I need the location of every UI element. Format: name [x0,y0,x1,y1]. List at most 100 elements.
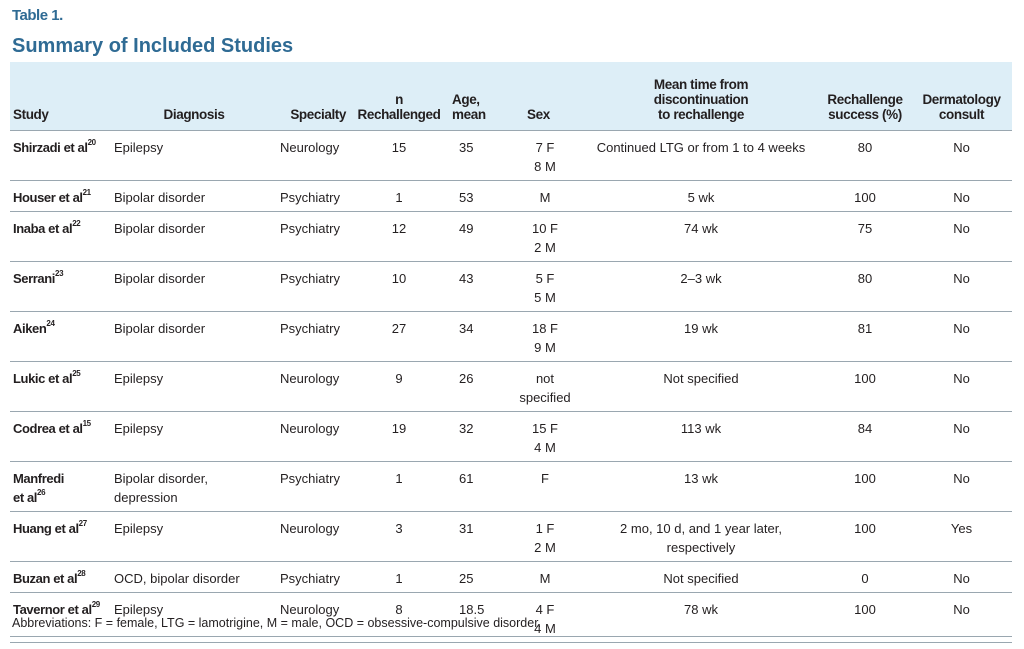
cell-age: 34 [449,311,507,362]
cell-derm: No [911,411,1012,462]
cell-derm: No [911,461,1012,512]
cell-sex: F [507,461,583,512]
cell-diagnosis: Bipolar disorder, depression [111,461,277,512]
table-row: Serrani23 Bipolar disorder Psychiatry 10 43 5… [10,261,1012,312]
cell-success: 100 [819,361,911,412]
cell-success: 84 [819,411,911,462]
cell-study: Tavernor et al29 [10,592,111,643]
cell-specialty: Neurology [277,361,349,412]
cell-specialty: Psychiatry [277,311,349,362]
cell-time: 5 wk [583,180,819,212]
cell-sex: 5 F 5 M [507,261,583,312]
table-row: Lukic et al25 Epilepsy Neurology 9 26 not spe… [10,361,1012,412]
cell-time: 2 mo, 10 d, and 1 year later, respective… [583,511,819,562]
study-name: Buzan et al [13,570,78,586]
cell-diagnosis: Epilepsy [111,361,277,412]
cell-time: Continued LTG or from 1 to 4 weeks [583,130,819,181]
cell-age: 26 [449,361,507,412]
cell-specialty: Neurology [277,511,349,562]
cell-time: 78 wk [583,592,819,643]
cell-age: 25 [449,561,507,593]
cell-time: Not specified [583,361,819,412]
cell-diagnosis: Epilepsy [111,511,277,562]
cell-sex: 4 F 4 M [507,592,583,643]
cell-time: 74 wk [583,211,819,262]
reference-number: 22 [72,218,81,228]
cell-age: 49 [449,211,507,262]
cell-n: 10 [349,261,449,312]
cell-success: 100 [819,180,911,212]
column-header: Specialty [277,62,349,131]
study-name: Huang et al [13,520,79,536]
cell-age: 61 [449,461,507,512]
cell-age: 31 [449,511,507,562]
cell-diagnosis: Epilepsy [111,592,277,643]
cell-study: Serrani23 [10,261,111,312]
cell-success: 75 [819,211,911,262]
table-row: Tavernor et al29 Epilepsy Neurology 8 18.5 4 … [10,592,1012,643]
cell-study: Inaba et al22 [10,211,111,262]
study-name: Houser et al [13,189,83,205]
cell-study: Huang et al27 [10,511,111,562]
cell-derm: Yes [911,511,1012,562]
cell-n: 8 [349,592,449,643]
bottom-rule [10,636,1012,637]
cell-derm: No [911,211,1012,262]
cell-diagnosis: Bipolar disorder [111,180,277,212]
cell-sex: not specified [507,361,583,412]
cell-specialty: Neurology [277,130,349,181]
cell-derm: No [911,130,1012,181]
reference-number: 20 [87,137,97,147]
cell-specialty: Psychiatry [277,561,349,593]
reference-number: 21 [82,187,92,197]
cell-specialty: Psychiatry [277,180,349,212]
cell-success: 100 [819,592,911,643]
cell-sex: 7 F 8 M [507,130,583,181]
studies-table: Study Diagnosis Specialty n Rechallenged Age… [10,62,1012,643]
cell-n: 1 [349,561,449,593]
cell-age: 43 [449,261,507,312]
cell-time: 113 wk [583,411,819,462]
cell-study: Shirzadi et al20 [10,130,111,181]
cell-study: Aiken24 [10,311,111,362]
cell-diagnosis: Bipolar disorder [111,261,277,312]
cell-study: Codrea et al15 [10,411,111,462]
table-row: Shirzadi et al20 Epilepsy Neurology 15 35 7 F… [10,130,1012,181]
cell-study: Lukic et al25 [10,361,111,412]
cell-n: 3 [349,511,449,562]
cell-n: 15 [349,130,449,181]
cell-diagnosis: Bipolar disorder [111,211,277,262]
table-row: Inaba et al22 Bipolar disorder Psychiatry 1… [10,211,1012,262]
cell-sex: 10 F 2 M [507,211,583,262]
study-name: Aiken [13,320,47,336]
cell-diagnosis: Epilepsy [111,411,277,462]
cell-diagnosis: Bipolar disorder [111,311,277,362]
cell-age: 18.5 [449,592,507,643]
column-header: Dermatology consult [911,62,1012,131]
study-name: Serrani [13,270,56,286]
study-name: Inaba et al [13,220,73,236]
cell-derm: No [911,361,1012,412]
cell-sex: 18 F 9 M [507,311,583,362]
header-row: Study Diagnosis Specialty n Rechallenged Age… [10,62,1012,131]
cell-derm: No [911,311,1012,362]
cell-success: 100 [819,461,911,512]
cell-specialty: Psychiatry [277,261,349,312]
cell-study: Buzan et al28 [10,561,111,593]
cell-success: 0 [819,561,911,593]
cell-specialty: Neurology [277,411,349,462]
cell-age: 35 [449,130,507,181]
cell-derm: No [911,561,1012,593]
cell-success: 80 [819,261,911,312]
cell-sex: 15 F 4 M [507,411,583,462]
cell-success: 100 [819,511,911,562]
cell-n: 1 [349,461,449,512]
cell-n: 12 [349,211,449,262]
column-header: Diagnosis [111,62,277,131]
study-name: Lukic et al [13,370,73,386]
study-name: Codrea et al [13,420,83,436]
cell-study: Houser et al21 [10,180,111,212]
cell-n: 9 [349,361,449,412]
column-header: Mean time from discontinuation to rechal… [583,62,819,131]
table-row: Huang et al27 Epilepsy Neurology 3 31 1 F 2 M… [10,511,1012,562]
